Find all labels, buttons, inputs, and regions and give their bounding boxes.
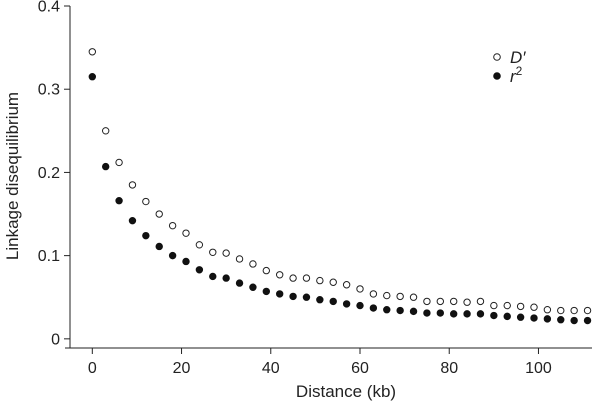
- d-prime-point: [209, 248, 217, 257]
- r-squared-point: [557, 316, 565, 324]
- y-tick-label: 0.4: [38, 0, 60, 16]
- d-prime-point: [195, 241, 204, 249]
- x-tick-label: 100: [525, 360, 552, 377]
- d-prime-point: [557, 306, 565, 315]
- x-tick-label: 40: [262, 360, 280, 377]
- r-squared-point: [356, 301, 364, 310]
- r-squared-point: [275, 290, 284, 298]
- r-squared-point: [463, 310, 471, 318]
- d-prime-point: [490, 301, 498, 310]
- r-squared-point: [88, 73, 97, 81]
- d-prime-point: [369, 290, 378, 298]
- r-squared-point: [369, 304, 378, 312]
- r-squared-point: [101, 162, 110, 171]
- r-squared-point: [342, 300, 351, 308]
- r-squared-point: [476, 310, 485, 318]
- d-prime-point: [262, 266, 271, 275]
- r-squared-point: [543, 315, 552, 323]
- axes: 0 0.1 0.2 0.3 0.4 0 20 40 60 80 100: [38, 0, 592, 377]
- y-tick-label: 0: [51, 331, 60, 348]
- y-axis-title: Linkage disequilibrium: [3, 92, 22, 260]
- y-tick-label: 0.2: [38, 165, 60, 182]
- r-squared-point: [182, 257, 190, 266]
- r-squared-point: [262, 287, 271, 296]
- r-squared-point: [235, 279, 244, 287]
- x-tick-label: 80: [440, 360, 458, 377]
- r-squared-point: [289, 292, 297, 301]
- r-squared-point: [570, 316, 578, 325]
- r-squared-point: [409, 307, 418, 316]
- d-prime-point: [409, 293, 418, 301]
- d-prime-point: [476, 297, 485, 306]
- d-prime-point: [530, 303, 538, 311]
- d-prime-point: [155, 210, 163, 218]
- d-prime-point: [249, 260, 257, 268]
- data-points: [88, 48, 592, 325]
- d-prime-point: [222, 249, 230, 257]
- legend: D′ r2: [493, 48, 526, 86]
- d-prime-point: [128, 181, 137, 189]
- r-squared-point: [209, 272, 217, 281]
- r-squared-point: [195, 266, 204, 274]
- r-squared-point: [155, 242, 163, 251]
- legend-label-r-squared: r2: [510, 64, 523, 86]
- r-squared-point: [222, 274, 230, 282]
- x-tick-label: 60: [351, 360, 369, 377]
- d-prime-point: [463, 298, 471, 306]
- y-tick-label: 0.3: [38, 82, 60, 99]
- r-squared-point: [115, 197, 123, 205]
- d-prime-point: [543, 306, 552, 314]
- r-squared-point: [168, 251, 177, 260]
- r-squared-point: [329, 297, 337, 306]
- d-prime-point: [436, 297, 445, 306]
- d-prime-point: [88, 48, 97, 56]
- d-prime-point: [101, 127, 110, 135]
- d-prime-point: [570, 306, 578, 315]
- d-prime-point: [516, 302, 525, 311]
- d-prime-point: [329, 278, 337, 286]
- d-prime-point: [115, 158, 123, 167]
- d-prime-point: [275, 271, 284, 279]
- r-squared-point: [423, 309, 431, 317]
- series-d-prime: [88, 48, 592, 315]
- r-squared-point: [436, 309, 445, 317]
- d-prime-point: [302, 274, 311, 282]
- d-prime-point: [356, 285, 364, 293]
- x-axis-title: Distance (kb): [296, 382, 396, 401]
- d-prime-point: [289, 274, 297, 282]
- series-r-squared: [88, 73, 592, 325]
- x-tick-label: 20: [173, 360, 191, 377]
- d-prime-point: [449, 297, 458, 306]
- r-squared-point: [128, 216, 137, 225]
- r-squared-point: [316, 296, 324, 304]
- d-prime-point: [316, 276, 324, 285]
- y-tick-label: 0.1: [38, 248, 60, 265]
- r-squared-point: [383, 306, 391, 314]
- r-squared-point: [449, 310, 458, 318]
- d-prime-point: [503, 301, 511, 310]
- r-squared-point: [503, 312, 511, 321]
- d-prime-point: [383, 291, 391, 300]
- legend-marker-d-prime: [493, 53, 501, 61]
- d-prime-point: [235, 255, 244, 263]
- legend-label-d-prime: D′: [510, 48, 526, 67]
- d-prime-point: [182, 229, 190, 237]
- r-squared-point: [490, 311, 498, 320]
- r-squared-point: [583, 316, 592, 325]
- d-prime-point: [423, 297, 431, 306]
- r-squared-point: [249, 283, 257, 291]
- d-prime-point: [142, 197, 150, 206]
- d-prime-point: [583, 306, 592, 315]
- d-prime-point: [168, 221, 177, 230]
- x-tick-label: 0: [88, 360, 97, 377]
- r-squared-point: [516, 313, 525, 321]
- r-squared-point: [302, 293, 311, 301]
- d-prime-point: [342, 281, 351, 289]
- r-squared-point: [142, 231, 150, 240]
- legend-marker-r-squared: [493, 72, 501, 80]
- r-squared-point: [530, 314, 538, 322]
- d-prime-point: [396, 292, 404, 301]
- r-squared-point: [396, 306, 404, 315]
